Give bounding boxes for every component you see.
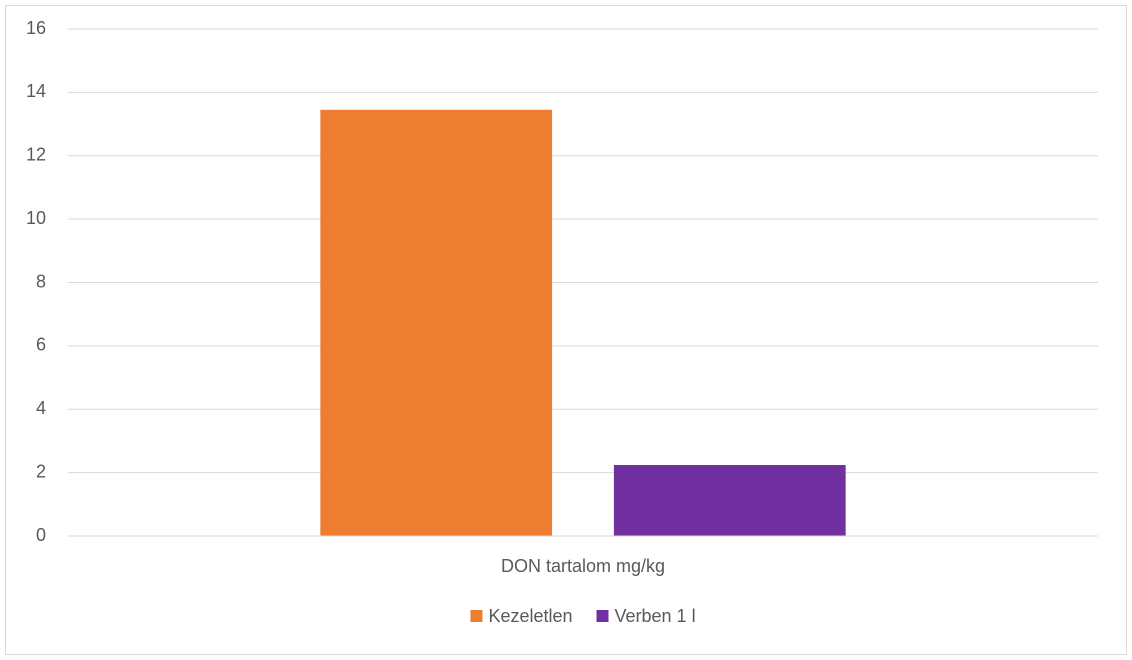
y-tick-label: 10 bbox=[26, 208, 46, 228]
legend-label: Verben 1 l bbox=[615, 606, 696, 626]
bar bbox=[613, 465, 846, 536]
y-tick-label: 8 bbox=[36, 271, 46, 291]
bar bbox=[320, 109, 553, 536]
legend-swatch bbox=[470, 610, 483, 622]
x-tick-label: DON tartalom mg/kg bbox=[501, 556, 665, 576]
y-tick-label: 12 bbox=[26, 145, 46, 165]
y-tick-label: 2 bbox=[36, 461, 46, 481]
y-tick-label: 14 bbox=[26, 81, 46, 101]
y-tick-label: 4 bbox=[36, 398, 46, 418]
legend-label: Kezeletlen bbox=[488, 606, 572, 626]
y-tick-label: 16 bbox=[26, 18, 46, 38]
legend-swatch bbox=[596, 610, 609, 622]
y-tick-label: 6 bbox=[36, 335, 46, 355]
chart-border bbox=[5, 5, 1127, 655]
y-tick-label: 0 bbox=[36, 525, 46, 545]
